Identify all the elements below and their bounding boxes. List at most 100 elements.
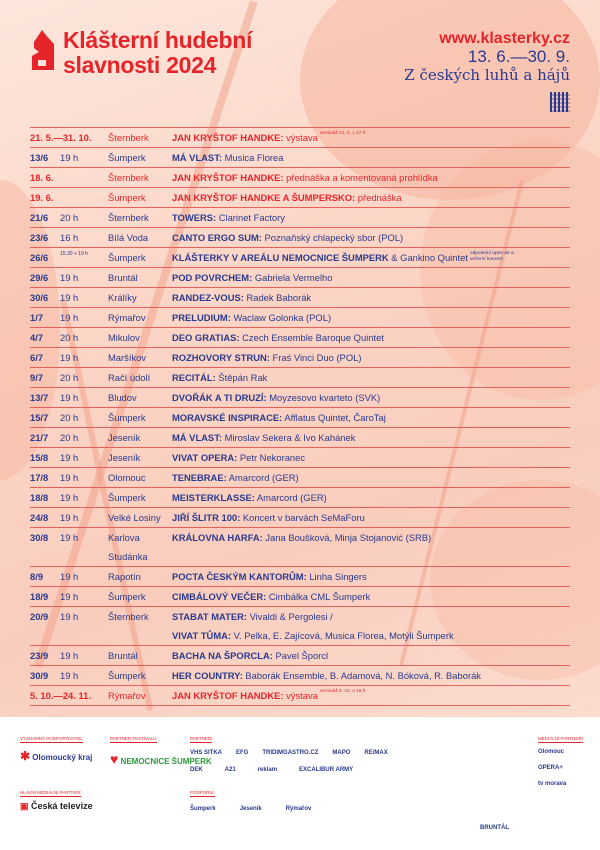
event-time: 19 h (60, 392, 79, 403)
event-performers: Waclaw Golonka (POL) (230, 312, 332, 323)
event-program: ROZHOVORY STRUN: Fraś Vinci Duo (POL) (172, 348, 570, 367)
event-line: RANDEZ-VOUS: Radek Baborák (172, 288, 570, 307)
event-line: KLÁŠTERKY V AREÁLU NEMOCNICE ŠUMPERK & G… (172, 248, 570, 267)
qr-code-icon[interactable] (550, 92, 570, 112)
event-town: Rýmařov (108, 686, 172, 705)
event-town: Šumperk (108, 666, 172, 685)
event-town: Velké Losiny (108, 508, 172, 527)
event-town: Jeseník (108, 448, 172, 467)
heart-icon: ♥ (110, 751, 119, 767)
event-title: JAN KRYŠTOF HANDKE: (172, 172, 284, 183)
supporter-logo: Rýmařov (285, 806, 312, 812)
event-date: 30/8 (30, 532, 49, 543)
event-town: Olomouc (108, 468, 172, 487)
event-town-line: Šumperk (108, 412, 146, 423)
event-town-line: Šumperk (108, 192, 146, 203)
title-line-2: slavnosti 2024 (63, 52, 217, 78)
event-row: 9/7 20 h Račí údolí RECITÁL: Štěpán Rak (30, 368, 570, 388)
event-date: 1/7 (30, 312, 44, 323)
event-town: Šumperk (108, 148, 172, 167)
event-program: JAN KRYŠTOF HANDKE A ŠUMPERSKO: přednášk… (172, 188, 570, 207)
event-title: RANDEZ-VOUS: (172, 292, 244, 303)
event-line: MEISTERKLASSE: Amarcord (GER) (172, 488, 570, 507)
event-line: POD POVRCHEM: Gabriela Vermelho (172, 268, 570, 287)
event-performers: Amarcord (GER) (254, 492, 327, 503)
event-row: 30/9 19 h Šumperk HER COUNTRY: Baborák Ense… (30, 666, 570, 686)
supporter-logo: BRUNTÁL (480, 825, 509, 831)
event-performers: Moyzesovo kvarteto (SVK) (266, 392, 381, 403)
event-row: 15/7 20 h Šumperk MORAVSKÉ INSPIRACE: Affla… (30, 408, 570, 428)
event-line: TOWERS: Clarinet Factory (172, 208, 570, 227)
event-time: 19 h (60, 152, 79, 163)
flower-icon: ✱ (20, 749, 31, 763)
event-title: POCTA ČESKÝM KANTORŮM: (172, 571, 307, 582)
event-performers: Vivaldi & Pergolesi / (246, 611, 333, 622)
event-time: 19 h (60, 472, 79, 483)
event-line: CANTO ERGO SUM: Poznaňský chlapecký sbor… (172, 228, 570, 247)
event-performers: Miroslav Sekera & Ivo Kahánek (222, 432, 356, 443)
event-program: MEISTERKLASSE: Amarcord (GER) (172, 488, 570, 507)
event-line: ROZHOVORY STRUN: Fraś Vinci Duo (POL) (172, 348, 570, 367)
event-performers: Gabriela Vermelho (252, 272, 333, 283)
event-line: JAN KRYŠTOF HANDKE A ŠUMPERSKO: přednášk… (172, 188, 570, 207)
event-program: TOWERS: Clarinet Factory (172, 208, 570, 227)
ceska-televize-text: Česká televize (31, 801, 93, 811)
partner-logo: reklam (257, 767, 278, 773)
event-town-line: Rapotín (108, 571, 141, 582)
event-time: 19 h (60, 272, 79, 283)
event-program: BACHA NA ŠPORCLA: Pavel Šporcl (172, 646, 570, 665)
event-time: 19 h (60, 532, 79, 543)
event-title: JAN KRYŠTOF HANDKE: (172, 690, 284, 701)
event-line: VIVAT TŮMA: V. Pelka, E. Zajícová, Music… (172, 626, 570, 645)
event-performers: Fraś Vinci Duo (POL) (269, 352, 362, 363)
event-performers: výstava (283, 132, 318, 143)
event-time: 20 h (60, 332, 79, 343)
event-title: TENEBRAE: (172, 472, 227, 483)
supporter-logo: Jeseník (239, 806, 262, 812)
event-performers: přednáška a komentovaná prohlídka (283, 172, 438, 183)
event-row: 13/6 19 h Šumperk MÁ VLAST: Musica Florea (30, 148, 570, 168)
partner-logo: VHS SITKA (190, 750, 223, 756)
event-town: Rýmařov (108, 308, 172, 327)
event-performers: & Gankino Quintet (388, 252, 468, 263)
event-line: MÁ VLAST: Musica Florea (172, 148, 570, 167)
event-performers: Poznaňský chlapecký sbor (POL) (261, 232, 404, 243)
event-program: CANTO ERGO SUM: Poznaňský chlapecký sbor… (172, 228, 570, 247)
event-town: Šternberk (108, 128, 172, 147)
event-time: 16 h (60, 232, 79, 243)
event-title: VIVAT TŮMA: (172, 630, 232, 641)
event-title: KLÁŠTERKY V AREÁLU NEMOCNICE ŠUMPERK (172, 252, 389, 263)
event-line: TENEBRAE: Amarcord (GER) (172, 468, 570, 487)
event-row: 18/8 19 h Šumperk MEISTERKLASSE: Amarcord (… (30, 488, 570, 508)
event-date: 19. 6. (30, 192, 54, 203)
website-link[interactable]: www.klasterky.cz (439, 30, 570, 47)
event-performers: Cimbálka CML Šumperk (266, 591, 371, 602)
event-performers: Štěpán Rak (215, 372, 268, 383)
event-time: 19 h (60, 452, 79, 463)
event-row: 24/8 19 h Velké Losiny JIŘÍ ŠLITR 100: Konc… (30, 508, 570, 528)
event-row: 30/6 19 h Králíky RANDEZ-VOUS: Radek Baborá… (30, 288, 570, 308)
event-date: 20/9 (30, 611, 49, 622)
event-town-line: Olomouc (108, 472, 146, 483)
event-title: HER COUNTRY: (172, 670, 243, 681)
event-time: 20 h (60, 412, 79, 423)
event-performers: Pavel Šporcl (272, 650, 329, 661)
event-date: 29/6 (30, 272, 49, 283)
event-performers: Baborák Ensemble, B. Adamová, N. Bóková,… (242, 670, 481, 681)
event-title: POD POVRCHEM: (172, 272, 253, 283)
event-date: 4/7 (30, 332, 44, 343)
event-line: MORAVSKÉ INSPIRACE: Afflatus Quintet, Ča… (172, 408, 570, 427)
event-row: 21/6 20 h Šternberk TOWERS: Clarinet Factor… (30, 208, 570, 228)
event-town: Šumperk (108, 587, 172, 606)
label-festival-partner: Partner festivalu (110, 736, 157, 743)
olomoucky-kraj-logo: ✱ Olomoucký kraj (20, 749, 92, 763)
event-performers: Amarcord (GER) (226, 472, 299, 483)
label-main-media-partner: Hlavní mediální partner (20, 790, 81, 797)
sponsors-footer: Významný podporovatel Partner festivalu … (0, 717, 600, 850)
event-town: Rapotín (108, 567, 172, 586)
event-line: CIMBÁLOVÝ VEČER: Cimbálka CML Šumperk (172, 587, 570, 606)
event-title: CANTO ERGO SUM: (172, 232, 262, 243)
event-time: 19 h (60, 312, 79, 323)
event-line: DEO GRATIAS: Czech Ensemble Baroque Quin… (172, 328, 570, 347)
event-program: TENEBRAE: Amarcord (GER) (172, 468, 570, 487)
